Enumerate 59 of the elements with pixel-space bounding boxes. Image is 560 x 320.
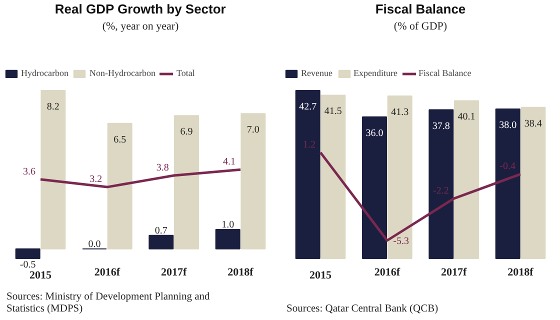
data-label: 4.1 <box>223 156 236 168</box>
legend-label: Total <box>176 68 196 78</box>
data-label: 6.5 <box>114 134 126 146</box>
legend-label: Expenditure <box>354 68 398 78</box>
data-label: 40.1 <box>458 112 476 123</box>
chart-subtitle: (%, year on year) <box>102 20 180 32</box>
data-label: -0.4 <box>500 161 516 172</box>
bar <box>174 115 199 250</box>
data-label: -2.2 <box>433 186 449 197</box>
data-label: 1.0 <box>222 220 234 231</box>
legend-label: Revenue <box>301 68 332 78</box>
source-note: Sources: Qatar Central Bank (QCB) <box>286 304 439 314</box>
bar <box>107 122 132 250</box>
data-label: 38.4 <box>524 118 542 130</box>
bar <box>15 248 40 259</box>
data-label: 0.0 <box>88 238 101 250</box>
bar <box>295 90 320 259</box>
data-label: 8.2 <box>46 102 60 112</box>
chart-subtitle: (% of GDP) <box>394 20 448 32</box>
data-label: 37.8 <box>432 120 450 132</box>
data-label: 36.0 <box>366 128 384 139</box>
x-tick-label: 2016f <box>374 266 400 278</box>
bar <box>148 234 174 250</box>
x-tick-label: 2016f <box>94 266 120 278</box>
legend-label: Fiscal Balance <box>418 68 472 78</box>
bar <box>454 100 479 259</box>
data-label: -5.3 <box>393 236 410 247</box>
chart-title: Fiscal Balance <box>375 2 466 16</box>
data-label: -0.5 <box>20 260 36 270</box>
data-label: 41.5 <box>324 106 342 118</box>
bar <box>428 109 454 259</box>
x-tick-label: 2018f <box>508 266 534 278</box>
x-tick-label: 2017f <box>161 266 187 278</box>
data-label: 38.0 <box>499 120 517 131</box>
x-tick-label: 2018f <box>228 266 254 278</box>
data-label: 0.7 <box>154 225 168 236</box>
data-label: 3.6 <box>23 166 36 178</box>
data-label: 7.0 <box>246 124 260 136</box>
legend-label: Non-Hydrocarbon <box>89 68 156 78</box>
data-label: 3.2 <box>90 174 102 186</box>
bar <box>495 108 520 259</box>
bar <box>520 106 546 259</box>
data-label: 3.8 <box>156 162 169 174</box>
source-note: Sources: Ministry of Development Planning and Statistics (MDPS) <box>6 292 211 314</box>
legend-label: Hydrocarbon <box>21 68 68 78</box>
data-label: 6.9 <box>180 126 193 138</box>
bar <box>362 116 387 259</box>
data-label: 41.3 <box>391 107 409 118</box>
bar <box>215 229 240 250</box>
x-tick-label: 2015 <box>310 270 332 282</box>
bar <box>240 113 266 250</box>
chart-title: Real GDP Growth by Sector <box>54 2 226 16</box>
x-tick-label: 2015 <box>30 270 52 282</box>
bar <box>320 94 346 259</box>
bar <box>40 90 66 250</box>
data-label: 42.7 <box>299 102 317 112</box>
data-label: 1.2 <box>303 140 316 150</box>
bar <box>387 96 412 259</box>
x-tick-label: 2017f <box>441 266 467 278</box>
